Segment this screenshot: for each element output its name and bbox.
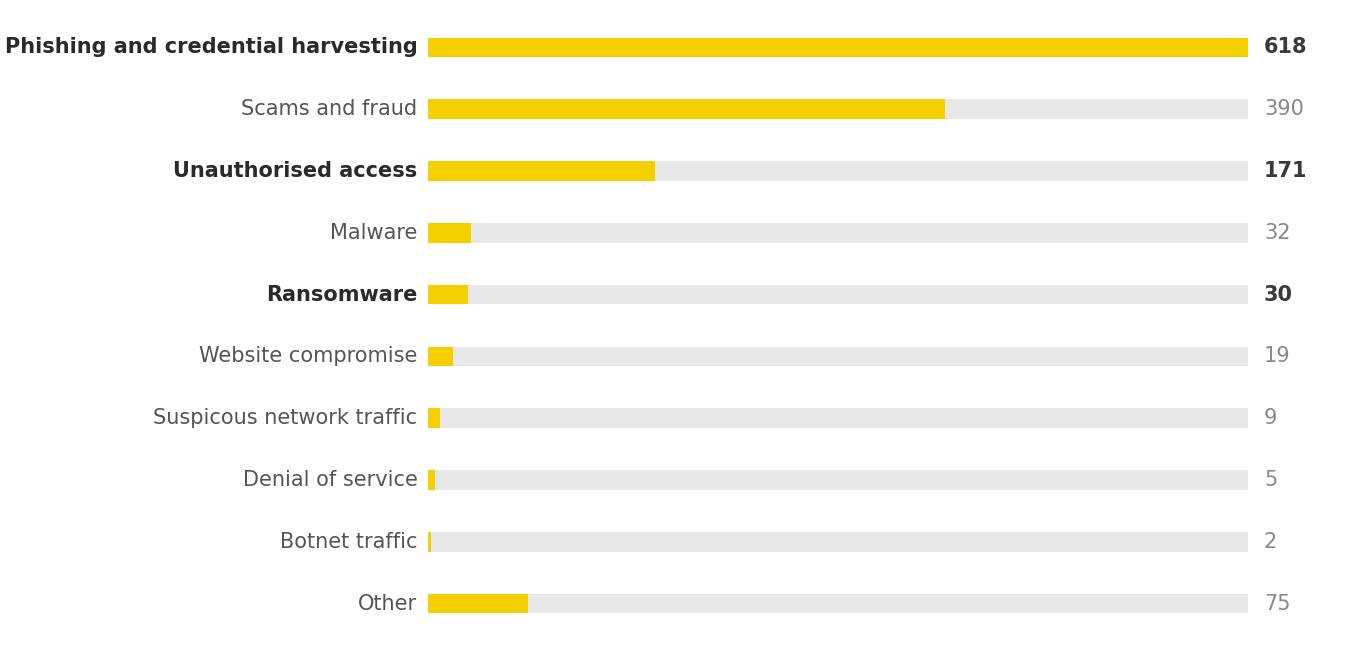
Bar xyxy=(428,223,1248,243)
Bar xyxy=(428,346,1248,367)
Text: 32: 32 xyxy=(1264,223,1290,243)
Bar xyxy=(428,470,434,490)
Text: Website compromise: Website compromise xyxy=(199,346,417,367)
Bar xyxy=(428,408,1248,428)
Bar xyxy=(428,223,471,243)
Bar xyxy=(428,38,1248,57)
Text: Denial of service: Denial of service xyxy=(242,470,417,490)
Bar xyxy=(428,161,1248,181)
Bar xyxy=(428,594,527,613)
Text: 19: 19 xyxy=(1264,346,1290,367)
Text: 30: 30 xyxy=(1264,284,1293,305)
Text: Other: Other xyxy=(358,594,417,614)
Bar xyxy=(428,284,1248,305)
Text: Unauthorised access: Unauthorised access xyxy=(174,161,417,181)
Bar xyxy=(428,346,453,367)
Text: 75: 75 xyxy=(1264,594,1290,614)
Text: 2: 2 xyxy=(1264,532,1278,552)
Text: 5: 5 xyxy=(1264,470,1278,490)
Bar xyxy=(428,161,655,181)
Bar xyxy=(428,532,1248,551)
Bar xyxy=(428,470,1248,490)
Bar xyxy=(428,594,1248,613)
Text: Ransomware: Ransomware xyxy=(266,284,417,305)
Text: Botnet traffic: Botnet traffic xyxy=(280,532,417,552)
Bar xyxy=(428,100,946,119)
Text: Malware: Malware xyxy=(330,223,417,243)
Text: Phishing and credential harvesting: Phishing and credential harvesting xyxy=(4,37,417,57)
Text: 171: 171 xyxy=(1264,161,1307,181)
Text: 618: 618 xyxy=(1264,37,1307,57)
Text: Suspicous network traffic: Suspicous network traffic xyxy=(153,408,417,428)
Bar xyxy=(428,532,430,551)
Bar xyxy=(428,100,1248,119)
Text: 390: 390 xyxy=(1264,99,1303,119)
Bar xyxy=(428,408,440,428)
Bar xyxy=(428,284,468,305)
Bar xyxy=(428,38,1248,57)
Text: Scams and fraud: Scams and fraud xyxy=(241,99,417,119)
Text: 9: 9 xyxy=(1264,408,1278,428)
